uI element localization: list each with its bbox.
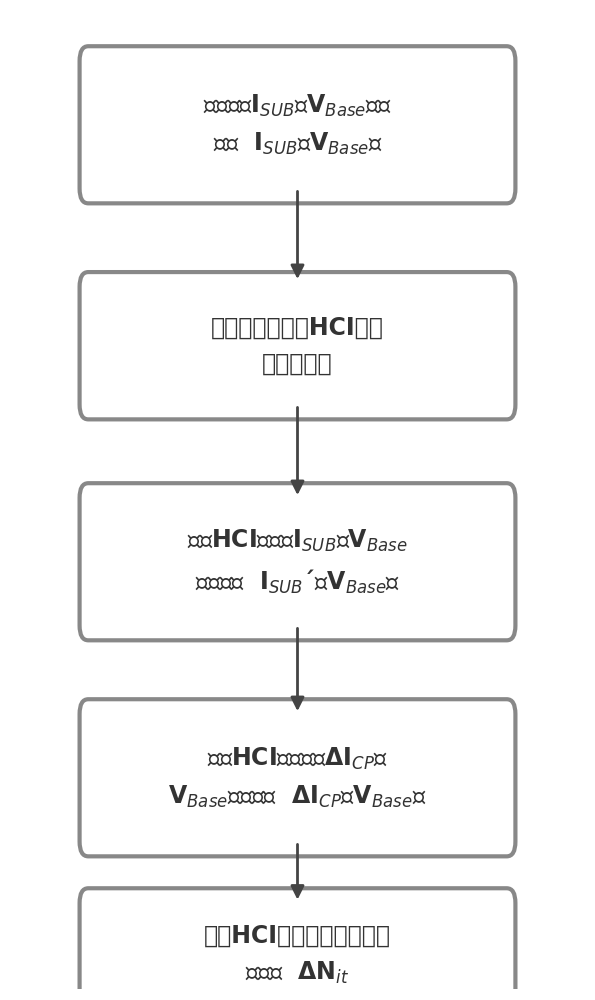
- FancyBboxPatch shape: [80, 46, 515, 203]
- Text: 测量初始I$_{SUB}$随V$_{Base}$的变
化：  I$_{SUB}$（V$_{Base}$）: 测量初始I$_{SUB}$随V$_{Base}$的变 化： I$_{SUB}$（…: [203, 93, 392, 157]
- Text: 计算HCI退化产生的界面态
密度：  ΔN$_{it}$: 计算HCI退化产生的界面态 密度： ΔN$_{it}$: [204, 923, 391, 986]
- FancyBboxPatch shape: [80, 483, 515, 640]
- FancyBboxPatch shape: [80, 699, 515, 856]
- FancyBboxPatch shape: [80, 888, 515, 1000]
- FancyBboxPatch shape: [80, 272, 515, 419]
- Text: 热载流子注入（HCI），
产生界面态: 热载流子注入（HCI）， 产生界面态: [211, 316, 384, 375]
- Text: 测量HCI退化后I$_{SUB}$随V$_{Base}$
的变化：  I$_{SUB}$´（V$_{Base}$）: 测量HCI退化后I$_{SUB}$随V$_{Base}$ 的变化： I$_{SU…: [187, 528, 408, 596]
- Text: 计算HCI退化前后ΔI$_{CP}$随
V$_{Base}$的变化：  ΔI$_{CP}$（V$_{Base}$）: 计算HCI退化前后ΔI$_{CP}$随 V$_{Base}$的变化： ΔI$_{…: [168, 746, 427, 810]
